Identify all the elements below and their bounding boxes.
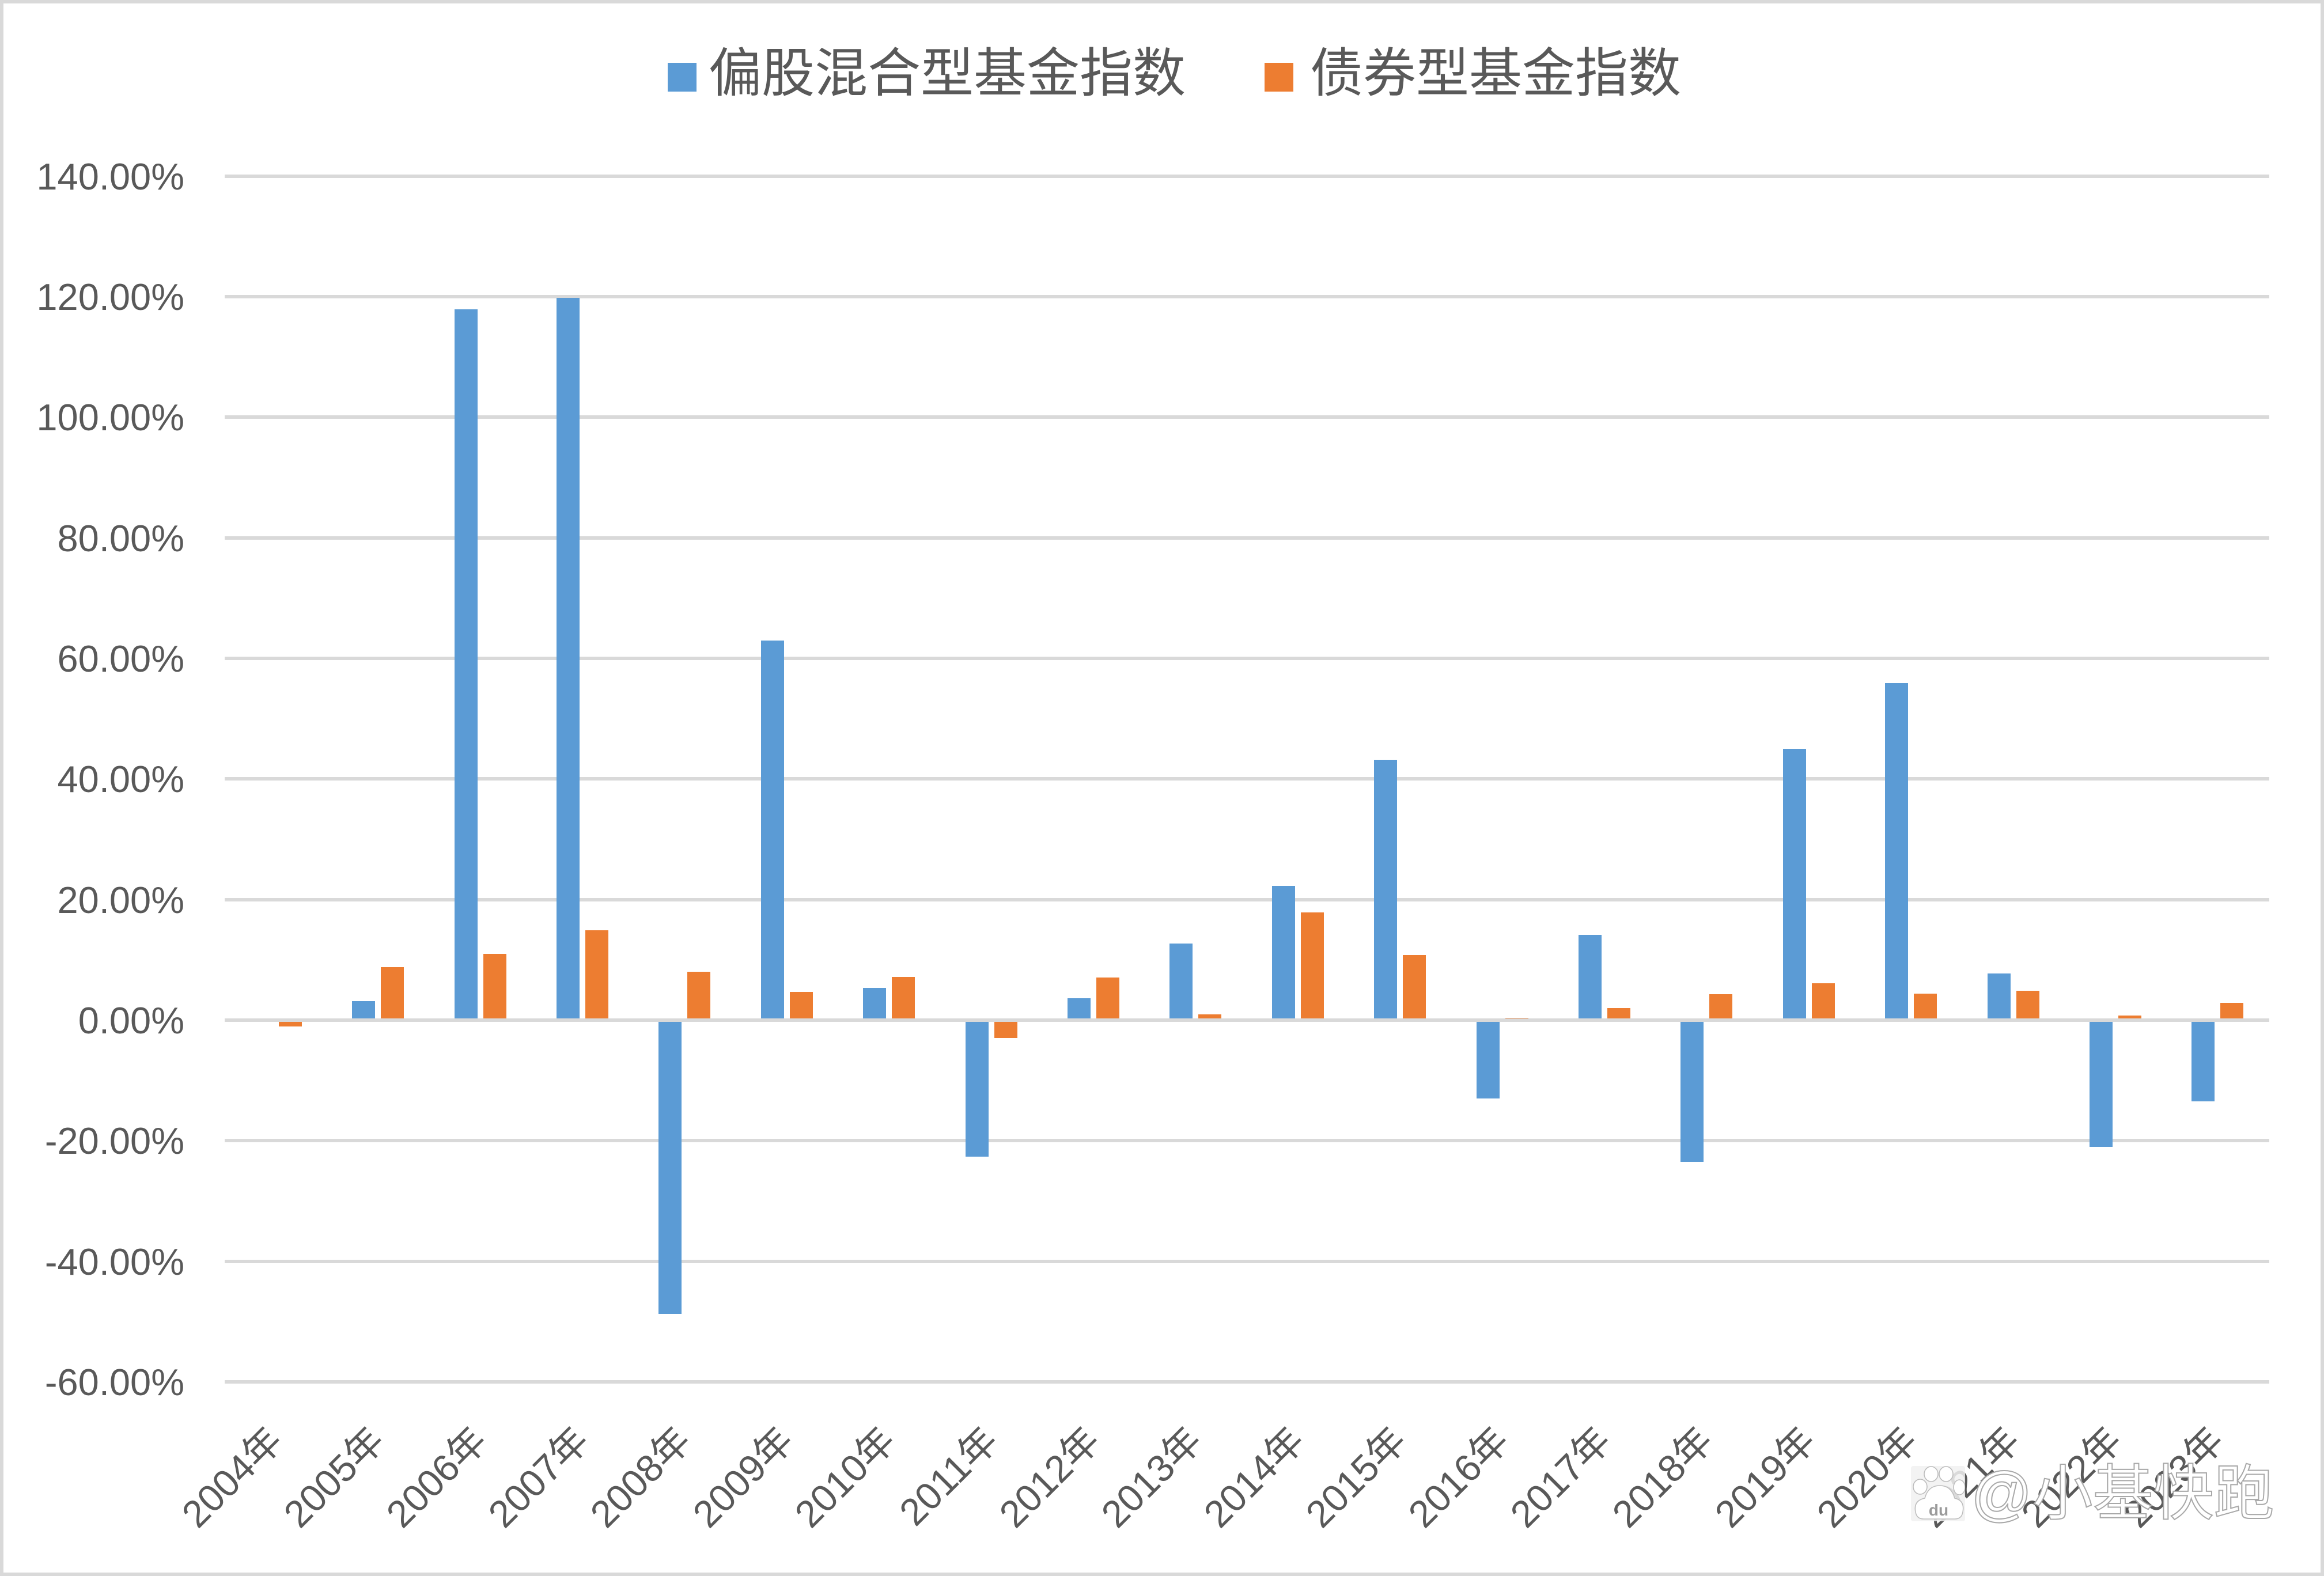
bar-equity-hybrid-fund-index: [1169, 943, 1193, 1020]
gridline: [225, 295, 2269, 299]
bar-equity-hybrid-fund-index: [1885, 683, 1909, 1020]
gridline: [225, 1259, 2269, 1263]
bar-bond-fund-index: [2016, 991, 2039, 1020]
bar-bond-fund-index: [789, 992, 813, 1020]
x-tick-label: 2010年: [786, 1418, 904, 1536]
y-tick-label: 80.00%: [57, 517, 184, 559]
x-tick-label: 2018年: [1604, 1418, 1721, 1536]
bar-bond-fund-index: [1198, 1014, 1222, 1020]
bar-bond-fund-index: [585, 930, 608, 1020]
y-tick-label: 20.00%: [57, 878, 184, 921]
bar-equity-hybrid-fund-index: [1271, 886, 1295, 1020]
gridline: [225, 657, 2269, 661]
bar-equity-hybrid-fund-index: [1578, 935, 1602, 1020]
bar-equity-hybrid-fund-index: [1067, 998, 1091, 1020]
gridline: [225, 536, 2269, 540]
bar-bond-fund-index: [483, 953, 506, 1020]
bar-bond-fund-index: [2220, 1002, 2244, 1020]
y-tick-label: -60.00%: [44, 1361, 184, 1403]
bar-equity-hybrid-fund-index: [863, 988, 887, 1020]
bar-equity-hybrid-fund-index: [1680, 1020, 1704, 1162]
legend-label-equity-hybrid-fund-index: 偏股混合型基金指数: [709, 44, 1186, 103]
x-tick-label: 2012年: [991, 1418, 1108, 1536]
bar-bond-fund-index: [994, 1020, 1017, 1038]
bar-equity-hybrid-fund-index: [965, 1020, 989, 1157]
bar-equity-hybrid-fund-index: [760, 641, 784, 1020]
bar-bond-fund-index: [381, 967, 404, 1020]
bar-bond-fund-index: [2118, 1016, 2141, 1020]
bar-equity-hybrid-fund-index: [658, 1020, 682, 1314]
gridline: [225, 415, 2269, 419]
x-tick-label: 2014年: [1195, 1418, 1312, 1536]
bar-equity-hybrid-fund-index: [1374, 760, 1398, 1020]
bar-equity-hybrid-fund-index: [556, 298, 580, 1020]
bar-bond-fund-index: [278, 1020, 302, 1026]
bar-bond-fund-index: [1914, 994, 1937, 1020]
bar-bond-fund-index: [1300, 912, 1324, 1020]
bar-bond-fund-index: [1403, 954, 1426, 1020]
x-tick-label: 2015年: [1297, 1418, 1415, 1536]
bar-bond-fund-index: [1709, 994, 1733, 1020]
bar-bond-fund-index: [1811, 983, 1835, 1020]
bar-equity-hybrid-fund-index: [1782, 749, 1806, 1020]
x-tick-label: 2005年: [275, 1418, 393, 1536]
bar-equity-hybrid-fund-index: [1987, 973, 2011, 1020]
x-tick-label: 2007年: [480, 1418, 597, 1536]
bar-bond-fund-index: [1096, 978, 1119, 1020]
x-tick-label: 2016年: [1399, 1418, 1517, 1536]
y-tick-label: 100.00%: [36, 396, 184, 439]
bar-equity-hybrid-fund-index: [2191, 1020, 2215, 1101]
gridline: [225, 897, 2269, 901]
svg-text:du: du: [1929, 1501, 1948, 1519]
x-tick-label: 2006年: [377, 1418, 495, 1536]
baidu-paw-icon: du: [1911, 1466, 1965, 1521]
gridline: [225, 174, 2269, 178]
x-tick-label: 2013年: [1093, 1418, 1210, 1536]
bar-equity-hybrid-fund-index: [2089, 1020, 2113, 1147]
bar-bond-fund-index: [687, 971, 711, 1020]
legend-swatch-blue: [668, 63, 697, 92]
y-tick-label: 60.00%: [57, 638, 184, 680]
x-tick-label: 2008年: [582, 1418, 699, 1536]
legend-swatch-orange: [1265, 63, 1293, 92]
bar-bond-fund-index: [892, 976, 915, 1020]
gridline: [225, 1139, 2269, 1143]
watermark-text: @小基快跑: [1970, 1460, 2275, 1528]
x-tick-label: 2009年: [684, 1418, 801, 1536]
x-tick-label: 2017年: [1502, 1418, 1619, 1536]
bar-equity-hybrid-fund-index: [352, 1001, 376, 1020]
x-tick-label: 2004年: [173, 1418, 290, 1536]
y-tick-label: 140.00%: [36, 155, 184, 198]
y-tick-label: -20.00%: [44, 1120, 184, 1162]
bar-bond-fund-index: [1607, 1007, 1630, 1020]
bar-equity-hybrid-fund-index: [454, 309, 478, 1020]
gridline: [225, 1380, 2269, 1384]
x-tick-label: 2011年: [891, 1418, 1006, 1534]
x-tick-label: 2020年: [1808, 1418, 1926, 1536]
y-tick-label: 0.00%: [78, 999, 184, 1041]
bar-equity-hybrid-fund-index: [1476, 1020, 1500, 1098]
gridline: [225, 777, 2269, 781]
y-tick-label: -40.00%: [44, 1240, 184, 1283]
y-tick-label: 120.00%: [36, 276, 184, 319]
x-tick-label: 2019年: [1706, 1418, 1823, 1536]
y-tick-label: 40.00%: [57, 758, 184, 801]
legend-label-bond-fund-index: 债券型基金指数: [1310, 44, 1682, 103]
x-axis-line: [225, 1018, 2269, 1022]
